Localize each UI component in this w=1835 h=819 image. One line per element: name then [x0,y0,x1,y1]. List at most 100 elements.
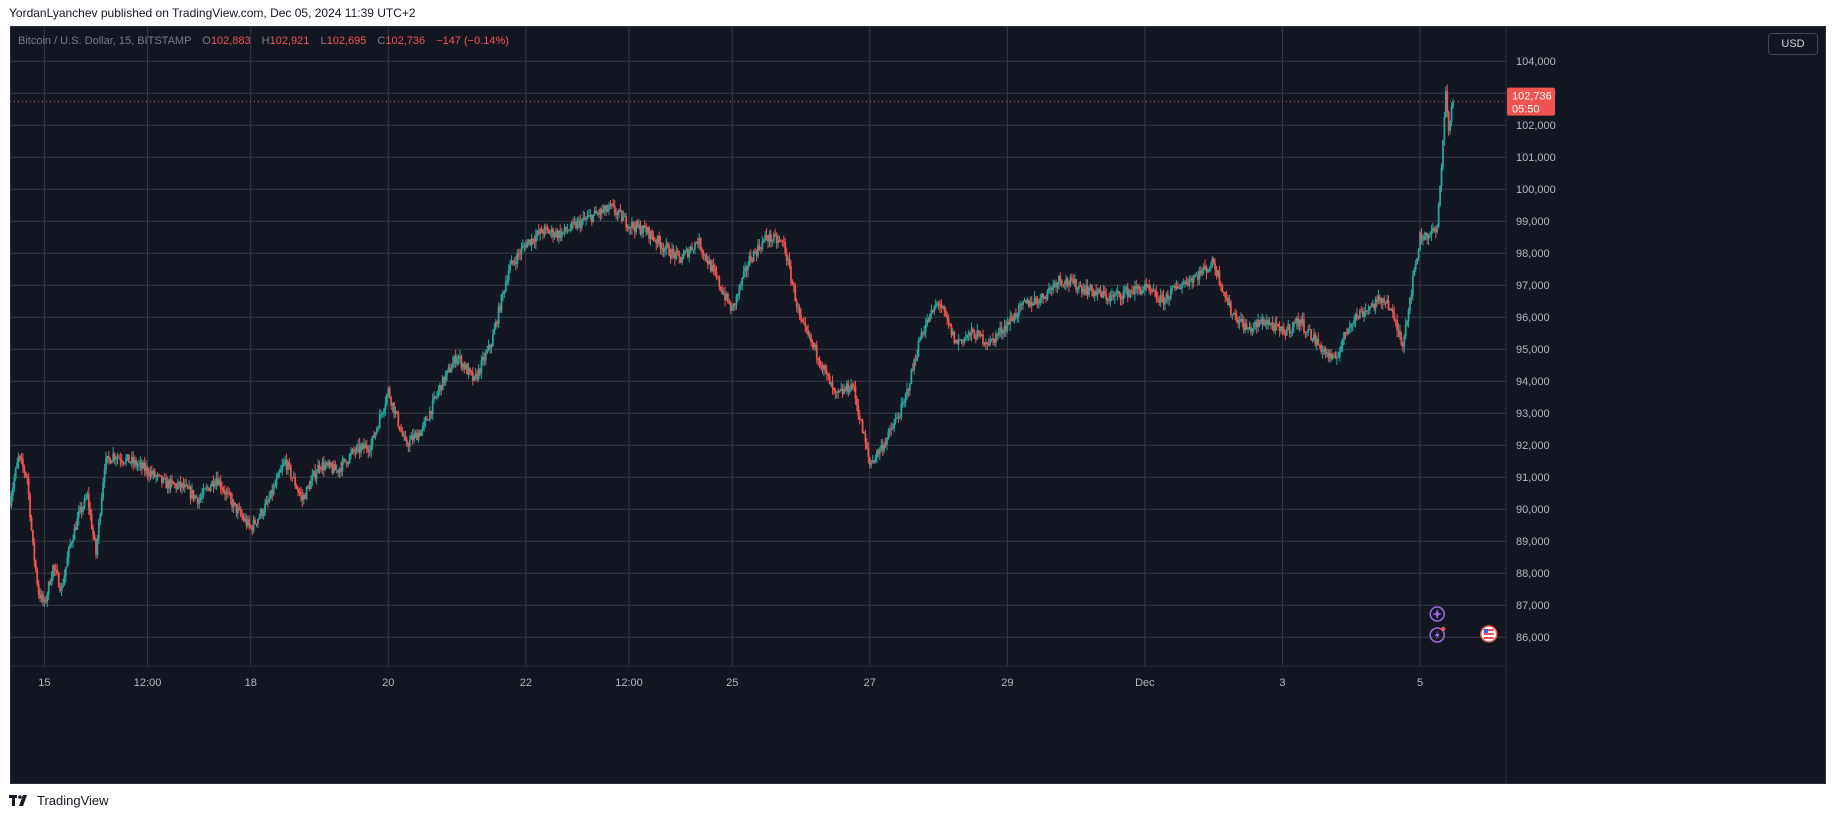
candle-body[interactable] [933,306,936,313]
candle-body[interactable] [931,310,934,313]
candle-body[interactable] [269,490,272,499]
candle-body[interactable] [1325,352,1328,355]
candle-body[interactable] [767,238,769,242]
candle-body[interactable] [484,352,487,361]
candle-body[interactable] [1161,294,1163,297]
candle-body[interactable] [748,255,751,266]
candle-body[interactable] [1013,313,1016,322]
candle-body[interactable] [1083,288,1086,294]
candle-body[interactable] [722,293,725,295]
candle-body[interactable] [467,367,470,375]
candle-body[interactable] [1126,287,1129,297]
candle-body[interactable] [92,528,95,535]
candle-body[interactable] [361,443,364,447]
candle-body[interactable] [1175,286,1178,289]
candle-body[interactable] [1049,287,1052,289]
candle-body[interactable] [30,517,33,530]
candle-body[interactable] [801,319,804,322]
candle-body[interactable] [1036,300,1039,304]
candle-body[interactable] [143,462,146,472]
candle-body[interactable] [943,306,946,311]
candle-body[interactable] [775,235,778,244]
candle-body[interactable] [1169,290,1172,299]
candle-body[interactable] [1079,285,1082,287]
candle-body[interactable] [504,282,507,292]
candle-body[interactable] [694,242,696,250]
candle-body[interactable] [295,485,298,489]
candle-body[interactable] [1168,298,1171,300]
candle-body[interactable] [1366,310,1368,312]
candle-body[interactable] [116,457,119,459]
candle-body[interactable] [1354,313,1357,321]
candle-body[interactable] [1340,345,1343,351]
candle-body[interactable] [636,221,639,227]
candle-body[interactable] [1262,319,1265,325]
candle-body[interactable] [311,475,314,481]
candle-body[interactable] [480,360,483,374]
candle-body[interactable] [1151,289,1153,292]
candle-body[interactable] [1052,284,1055,291]
candle-body[interactable] [162,477,165,483]
candle-body[interactable] [960,339,963,341]
candle-body[interactable] [1281,326,1284,330]
candle-body[interactable] [1235,314,1238,322]
candle-body[interactable] [886,438,888,445]
candle-body[interactable] [742,271,745,278]
candle-body[interactable] [721,289,724,294]
candle-body[interactable] [1274,322,1277,331]
candle-body[interactable] [665,243,668,249]
candle-body[interactable] [1396,320,1398,331]
candle-body[interactable] [464,364,467,370]
candle-body[interactable] [82,507,84,513]
candle-body[interactable] [688,251,691,258]
candle-body[interactable] [1109,296,1112,301]
candle-body[interactable] [1002,332,1004,334]
candle-body[interactable] [649,231,652,240]
candle-body[interactable] [1003,325,1006,333]
candle-body[interactable] [1429,234,1431,236]
candle-body[interactable] [695,242,698,244]
candle-body[interactable] [1162,296,1165,305]
candle-body[interactable] [749,255,752,261]
candle-body[interactable] [784,241,787,254]
candle-body[interactable] [1380,297,1383,304]
candle-body[interactable] [278,472,281,474]
candle-body[interactable] [791,281,794,285]
candle-body[interactable] [166,480,169,489]
candle-body[interactable] [1341,339,1344,346]
candle-body[interactable] [125,457,127,463]
candle-body[interactable] [218,480,221,486]
candle-body[interactable] [959,339,961,341]
candle-body[interactable] [310,480,312,490]
candle-body[interactable] [910,369,913,385]
candle-body[interactable] [916,356,918,361]
candle-body[interactable] [585,218,587,220]
candle-body[interactable] [1423,236,1426,240]
candle-body[interactable] [397,412,400,427]
candle-body[interactable] [1139,289,1142,295]
candle-body[interactable] [44,600,47,602]
candle-body[interactable] [526,242,529,248]
candle-body[interactable] [792,284,795,287]
candle-body[interactable] [1297,318,1300,327]
candle-body[interactable] [556,231,559,238]
candle-body[interactable] [1449,122,1452,131]
candle-body[interactable] [602,210,605,213]
candle-body[interactable] [1078,285,1080,289]
candle-body[interactable] [814,345,817,348]
candle-body[interactable] [1086,285,1089,295]
candle-body[interactable] [338,468,341,473]
candle-body[interactable] [238,508,241,510]
candle-body[interactable] [907,389,910,391]
candle-body[interactable] [340,468,342,472]
candle-body[interactable] [575,222,577,229]
candle-body[interactable] [1267,320,1270,325]
candle-body[interactable] [802,321,805,324]
candle-body[interactable] [1219,283,1222,286]
candle-body[interactable] [1214,263,1217,270]
candle-body[interactable] [891,427,894,430]
candle-body[interactable] [947,318,950,324]
candle-body[interactable] [1416,258,1419,264]
candle-body[interactable] [476,373,479,380]
candle-body[interactable] [169,479,172,489]
